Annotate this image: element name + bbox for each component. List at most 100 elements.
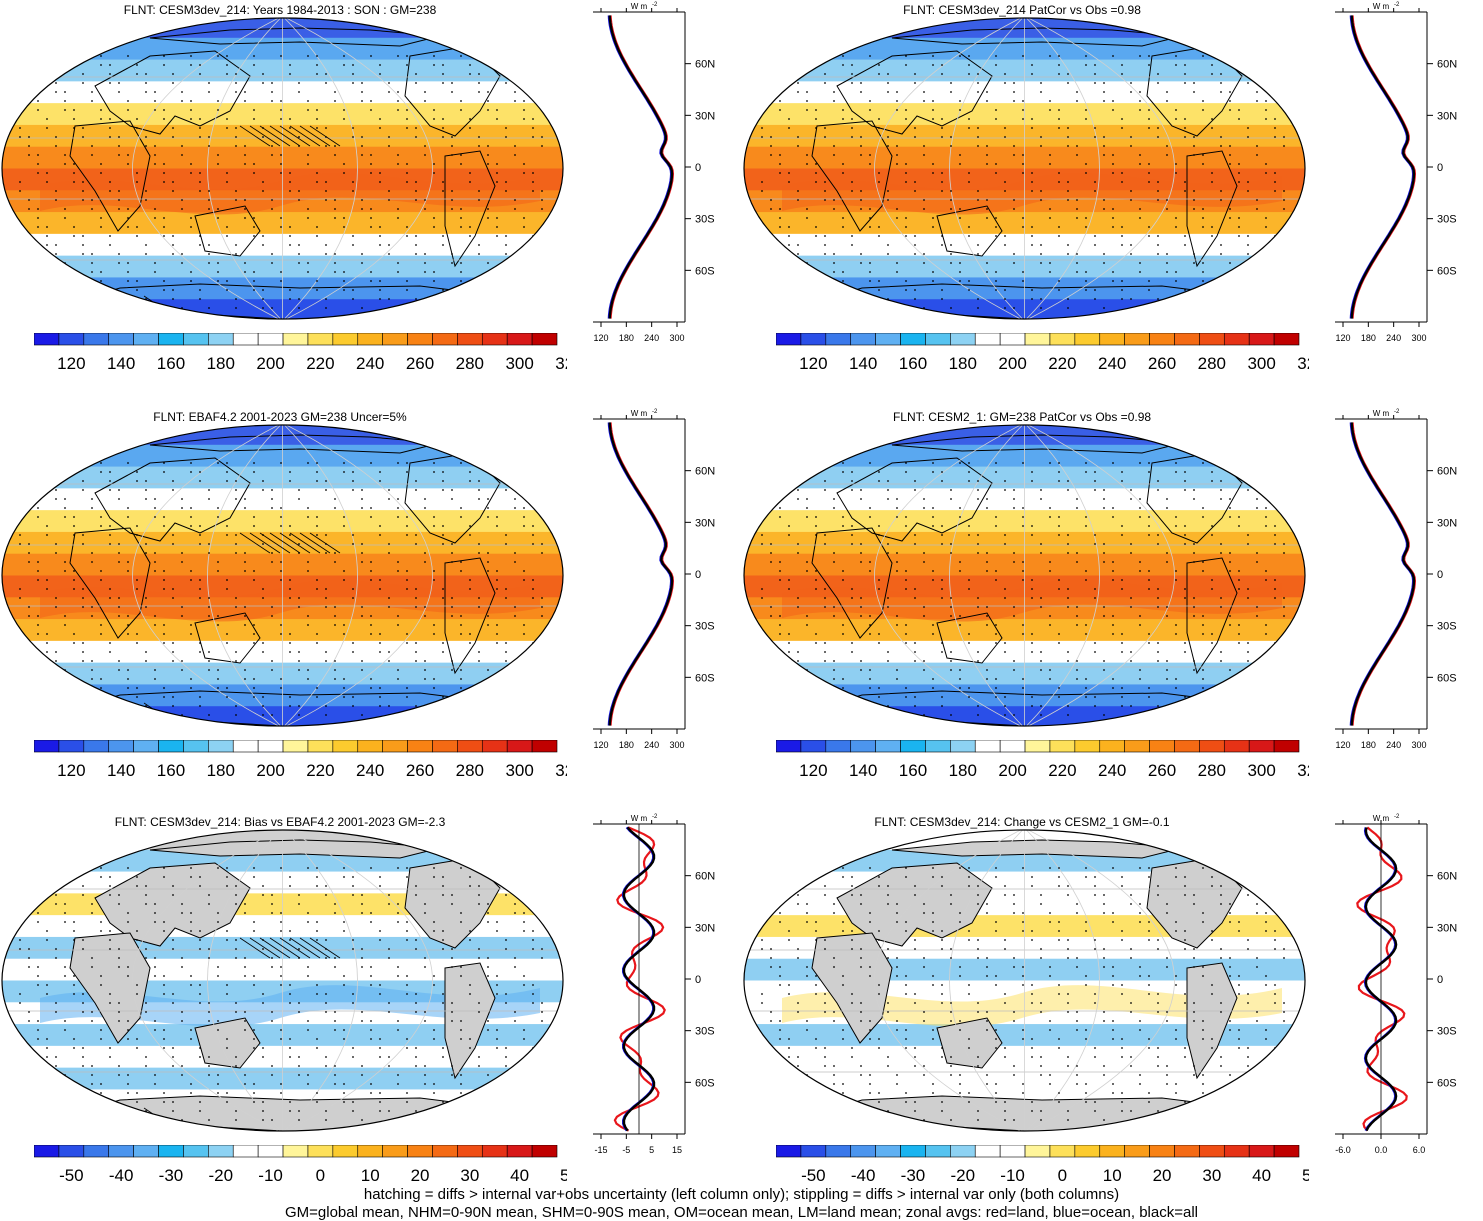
map-border [743, 829, 1306, 1132]
zonal-line-ocean [1349, 422, 1415, 726]
zonal-units-sup: -2 [652, 2, 658, 8]
zonal-x-label: 300 [1411, 333, 1426, 343]
continent-outline [1186, 557, 1238, 675]
continent-outline [69, 120, 151, 232]
zonal-x-label: 120 [1335, 740, 1350, 750]
zonal-units: W m [1373, 2, 1390, 11]
zonal-line-land [1351, 422, 1417, 726]
colorbar-label: 240 [356, 761, 384, 780]
colorbar-label: 220 [306, 761, 334, 780]
colorbar-swatch [531, 1145, 558, 1158]
zonal-mean-plot: W m -2 60N 30N 0 30S 60S 120 180 240 300 [1335, 2, 1457, 343]
zonal-units-sup: -2 [652, 409, 658, 415]
graticule-lon [1024, 425, 1175, 726]
zonal-x-label: 120 [593, 740, 608, 750]
zonal-units: W m [631, 409, 648, 418]
zonal-units: W m [1373, 409, 1390, 418]
colorbar-swatch [34, 333, 60, 346]
colorbar-label: 10 [1103, 1166, 1122, 1185]
zonal-lat-label: 60S [1437, 1077, 1457, 1089]
zonal-lat-label: 30S [695, 621, 715, 633]
zonal-x-label: 240 [1386, 333, 1401, 343]
colorbar-swatch [925, 740, 951, 753]
colorbar-swatch [108, 333, 134, 346]
colorbar-swatch [850, 740, 876, 753]
colorbar-label: -20 [208, 1166, 233, 1185]
colorbar-label: 300 [1247, 354, 1275, 373]
zonal-units-sup: -2 [1394, 814, 1400, 820]
zonal-lat-label: 60N [695, 59, 715, 71]
panel-obs-ebaf: FLNT: EBAF4.2 2001-2023 GM=238 Uncer=5% 1… [0, 407, 741, 814]
colorbar-swatch [83, 333, 110, 346]
colorbar-swatch [307, 333, 334, 346]
colorbar-label: 160 [157, 761, 185, 780]
colorbar-label: 140 [849, 761, 877, 780]
colorbar-swatch [1099, 1145, 1125, 1158]
colorbar-swatch [1199, 740, 1225, 753]
continent-outline [69, 932, 151, 1044]
colorbar-label: 320 [555, 354, 567, 373]
colorbar-swatch [357, 740, 383, 753]
colorbar-label: 300 [505, 761, 533, 780]
colorbar-swatch [457, 1145, 483, 1158]
zonal-line-all [608, 15, 674, 319]
zonal-lat-label: 60N [1437, 59, 1457, 71]
zonal-x-label: 180 [1361, 333, 1376, 343]
colorbar-swatch [432, 740, 458, 753]
zonal-x-label: 180 [619, 333, 634, 343]
colorbar-swatch [183, 333, 209, 346]
zonal-lat-label: 60N [695, 466, 715, 478]
colorbar-label: -50 [59, 1166, 84, 1185]
colorbar-label: 180 [207, 761, 235, 780]
zonal-lat-label: 0 [695, 162, 701, 174]
zonal-mean-plot: W m -2 60N 30N 0 30S 60S 120 180 240 300 [593, 2, 715, 343]
colorbar-swatch [1099, 333, 1125, 346]
zonal-units-sup: -2 [1394, 2, 1400, 8]
colorbar-label: 260 [1148, 354, 1176, 373]
zonal-line-all [1364, 827, 1398, 1132]
continent-outline [69, 527, 151, 639]
colorbar-swatch [282, 1145, 309, 1158]
colorbar-label: 260 [1148, 761, 1176, 780]
continent-outline [94, 50, 251, 135]
colorbar-swatch [900, 333, 926, 346]
colorbar-swatch [58, 1145, 85, 1158]
colorbar-swatch [506, 1145, 533, 1158]
colorbar-swatch [1149, 740, 1175, 753]
colorbar-label: 40 [1252, 1166, 1271, 1185]
map-border [1, 17, 564, 320]
colorbar-swatch [825, 333, 852, 346]
map-anomaly-patch [40, 580, 540, 622]
colorbar-swatch [1049, 333, 1076, 346]
map-border [1, 424, 564, 727]
zonal-lat-label: 0 [1437, 569, 1443, 581]
colorbar-swatch [1174, 1145, 1200, 1158]
continent-outline [836, 457, 993, 542]
colorbar-swatch [133, 740, 159, 753]
panel-bias: FLNT: CESM3dev_214: Bias vs EBAF4.2 2001… [0, 812, 741, 1219]
colorbar-label: 120 [57, 354, 85, 373]
map-anomaly-patch [782, 580, 1282, 622]
colorbar-label: 120 [57, 761, 85, 780]
zonal-lat-label: 60S [695, 672, 715, 684]
colorbar-swatch [208, 740, 234, 753]
colorbar-label: 220 [306, 354, 334, 373]
zonal-x-label: 120 [593, 333, 608, 343]
colorbar-label: 10 [361, 1166, 380, 1185]
continent-outline [836, 862, 993, 947]
zonal-lat-label: 30S [1437, 1026, 1457, 1038]
zonal-lat-label: 60N [1437, 871, 1457, 883]
zonal-line-all [1350, 422, 1416, 726]
zonal-lat-label: 30N [695, 517, 715, 529]
colorbar-swatch [776, 740, 802, 753]
map-anomaly-patch [40, 985, 540, 1027]
colorbar-swatch [58, 740, 85, 753]
map-anomaly-patch [40, 173, 540, 215]
colorbar-label: 300 [505, 354, 533, 373]
colorbar-swatch [1124, 740, 1150, 753]
colorbar-swatch [282, 740, 309, 753]
colorbar-label: 180 [207, 354, 235, 373]
colorbar-label: 240 [1098, 761, 1126, 780]
zonal-x-label: -6.0 [1335, 1145, 1351, 1155]
colorbar-label: 20 [411, 1166, 430, 1185]
